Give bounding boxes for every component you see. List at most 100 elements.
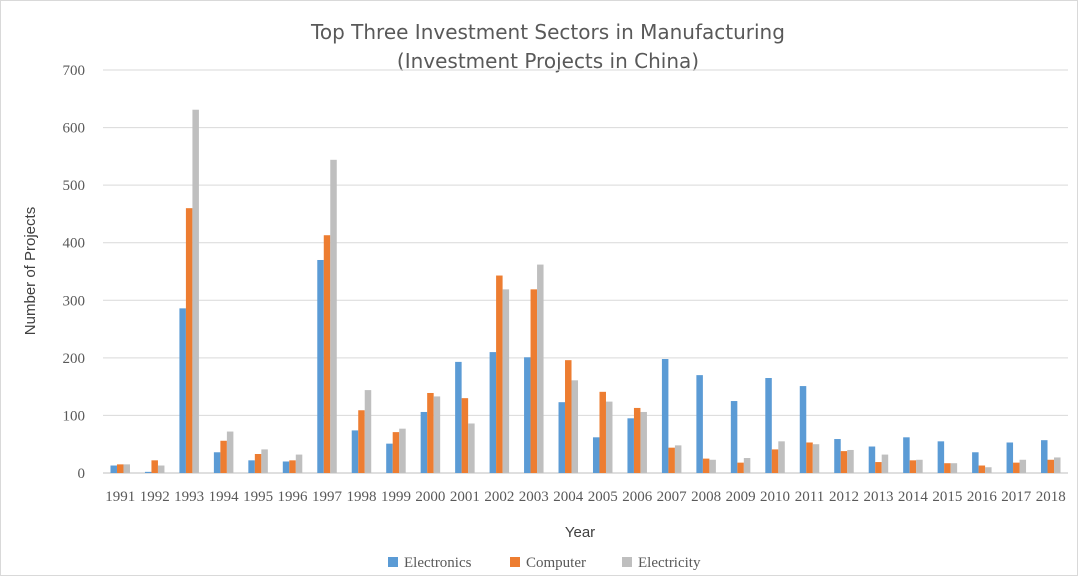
bar-electronics-2014 xyxy=(903,437,910,473)
x-tick-label: 2010 xyxy=(760,489,790,505)
bar-computer-1996 xyxy=(289,460,296,473)
x-axis-title: Year xyxy=(565,524,595,541)
bar-electronics-1997 xyxy=(317,259,324,473)
bar-electronics-1999 xyxy=(386,443,393,473)
bar-electricity-2006 xyxy=(640,411,647,473)
bar-computer-2017 xyxy=(1013,462,1020,473)
bar-computer-2007 xyxy=(668,447,675,473)
bar-computer-2015 xyxy=(944,463,951,473)
y-tick-label: 0 xyxy=(78,466,86,482)
bar-computer-2002 xyxy=(496,275,503,473)
bar-electricity-2016 xyxy=(985,467,992,473)
bar-electronics-2003 xyxy=(524,357,531,473)
bar-electricity-2004 xyxy=(571,380,579,473)
x-tick-label: 2003 xyxy=(519,489,549,505)
x-tick-label: 2015 xyxy=(932,489,962,505)
bar-electricity-2002 xyxy=(502,289,510,473)
bar-electricity-1999 xyxy=(399,428,406,473)
bar-electronics-1995 xyxy=(248,460,255,473)
y-tick-label: 700 xyxy=(63,63,86,79)
legend-label-electronics: Electronics xyxy=(404,555,472,571)
legend-label-computer: Computer xyxy=(526,555,586,571)
bar-electronics-2008 xyxy=(696,375,703,473)
x-tick-label: 2013 xyxy=(863,489,893,505)
bar-computer-2011 xyxy=(806,442,813,473)
x-tick-label: 1996 xyxy=(278,489,309,505)
x-tick-label: 2007 xyxy=(657,489,688,505)
bar-electricity-2008 xyxy=(709,459,716,473)
x-tick-label: 2014 xyxy=(898,489,929,505)
bar-electronics-2018 xyxy=(1041,440,1048,473)
bar-electricity-1992 xyxy=(157,465,165,473)
bar-computer-2008 xyxy=(702,458,710,473)
y-tick-label: 300 xyxy=(63,293,86,309)
bar-electricity-1996 xyxy=(295,454,303,473)
bar-electricity-1991 xyxy=(123,464,130,473)
x-tick-label: 2006 xyxy=(622,489,653,505)
bar-computer-2000 xyxy=(427,392,434,473)
bar-electronics-2013 xyxy=(868,446,876,473)
bar-electricity-1994 xyxy=(226,431,234,473)
bar-computer-2006 xyxy=(633,407,641,473)
bar-computer-2012 xyxy=(840,451,848,473)
gridlines xyxy=(103,69,1068,474)
bar-computer-1991 xyxy=(116,464,124,473)
bars xyxy=(110,109,1061,474)
x-tick-label: 2008 xyxy=(691,489,721,505)
x-tick-label: 2005 xyxy=(588,489,618,505)
x-tick-label: 1994 xyxy=(209,489,240,505)
bar-electronics-2015 xyxy=(937,441,945,473)
bar-computer-2005 xyxy=(599,391,606,473)
y-tick-label: 400 xyxy=(63,236,86,252)
bar-electronics-1993 xyxy=(179,308,186,473)
y-tick-label: 100 xyxy=(63,408,86,424)
x-tick-label: 2001 xyxy=(450,489,480,505)
bar-computer-1995 xyxy=(254,454,262,473)
x-tick-label: 2017 xyxy=(1001,489,1032,505)
x-tick-label: 2012 xyxy=(829,489,859,505)
bar-computer-1998 xyxy=(358,410,365,473)
bar-electricity-2011 xyxy=(812,444,820,473)
y-tick-label: 600 xyxy=(63,121,86,137)
bar-electricity-2013 xyxy=(881,454,889,473)
bar-computer-1997 xyxy=(323,235,331,473)
x-tick-label: 2018 xyxy=(1036,489,1066,505)
x-tick-label: 2009 xyxy=(726,489,756,505)
bar-electronics-1998 xyxy=(351,430,359,473)
bar-electronics-2000 xyxy=(420,411,428,473)
chart-subtitle: (Investment Projects in China) xyxy=(397,49,699,73)
bar-computer-2016 xyxy=(978,465,986,473)
bar-electricity-2007 xyxy=(674,445,682,473)
bar-electronics-2009 xyxy=(730,401,738,473)
x-tick-label: 2004 xyxy=(553,489,584,505)
bar-computer-1994 xyxy=(220,440,227,473)
legend-swatch-computer xyxy=(510,557,520,567)
x-tick-label: 2011 xyxy=(795,489,824,505)
bar-electricity-2012 xyxy=(847,449,854,473)
bar-electricity-2009 xyxy=(743,458,751,473)
x-tick-label: 1991 xyxy=(105,489,135,505)
bar-electronics-1992 xyxy=(144,471,152,473)
bar-electronics-2001 xyxy=(455,361,462,473)
bar-electricity-2010 xyxy=(778,441,785,473)
bar-electricity-2018 xyxy=(1054,457,1061,473)
x-tick-label: 2002 xyxy=(484,489,514,505)
bar-computer-2001 xyxy=(461,398,469,473)
bar-electronics-2010 xyxy=(765,378,772,473)
x-tick-label: 1992 xyxy=(140,489,170,505)
bar-electricity-2000 xyxy=(433,396,441,473)
bar-electricity-2001 xyxy=(468,423,475,473)
x-tick-label: 1998 xyxy=(346,489,376,505)
bar-electricity-1995 xyxy=(261,449,268,473)
bar-computer-2018 xyxy=(1047,459,1055,473)
bar-electricity-2017 xyxy=(1019,459,1027,473)
y-axis-ticks: 0 100 200 300 400 500 600 700 xyxy=(63,63,86,482)
bar-electricity-2015 xyxy=(950,463,958,473)
bar-electronics-2007 xyxy=(661,359,669,473)
bar-computer-2013 xyxy=(875,462,882,473)
bar-electronics-2002 xyxy=(489,352,497,473)
y-axis-title: Number of Projects xyxy=(22,207,39,335)
bar-electricity-1997 xyxy=(330,159,337,473)
y-tick-label: 500 xyxy=(63,178,86,194)
